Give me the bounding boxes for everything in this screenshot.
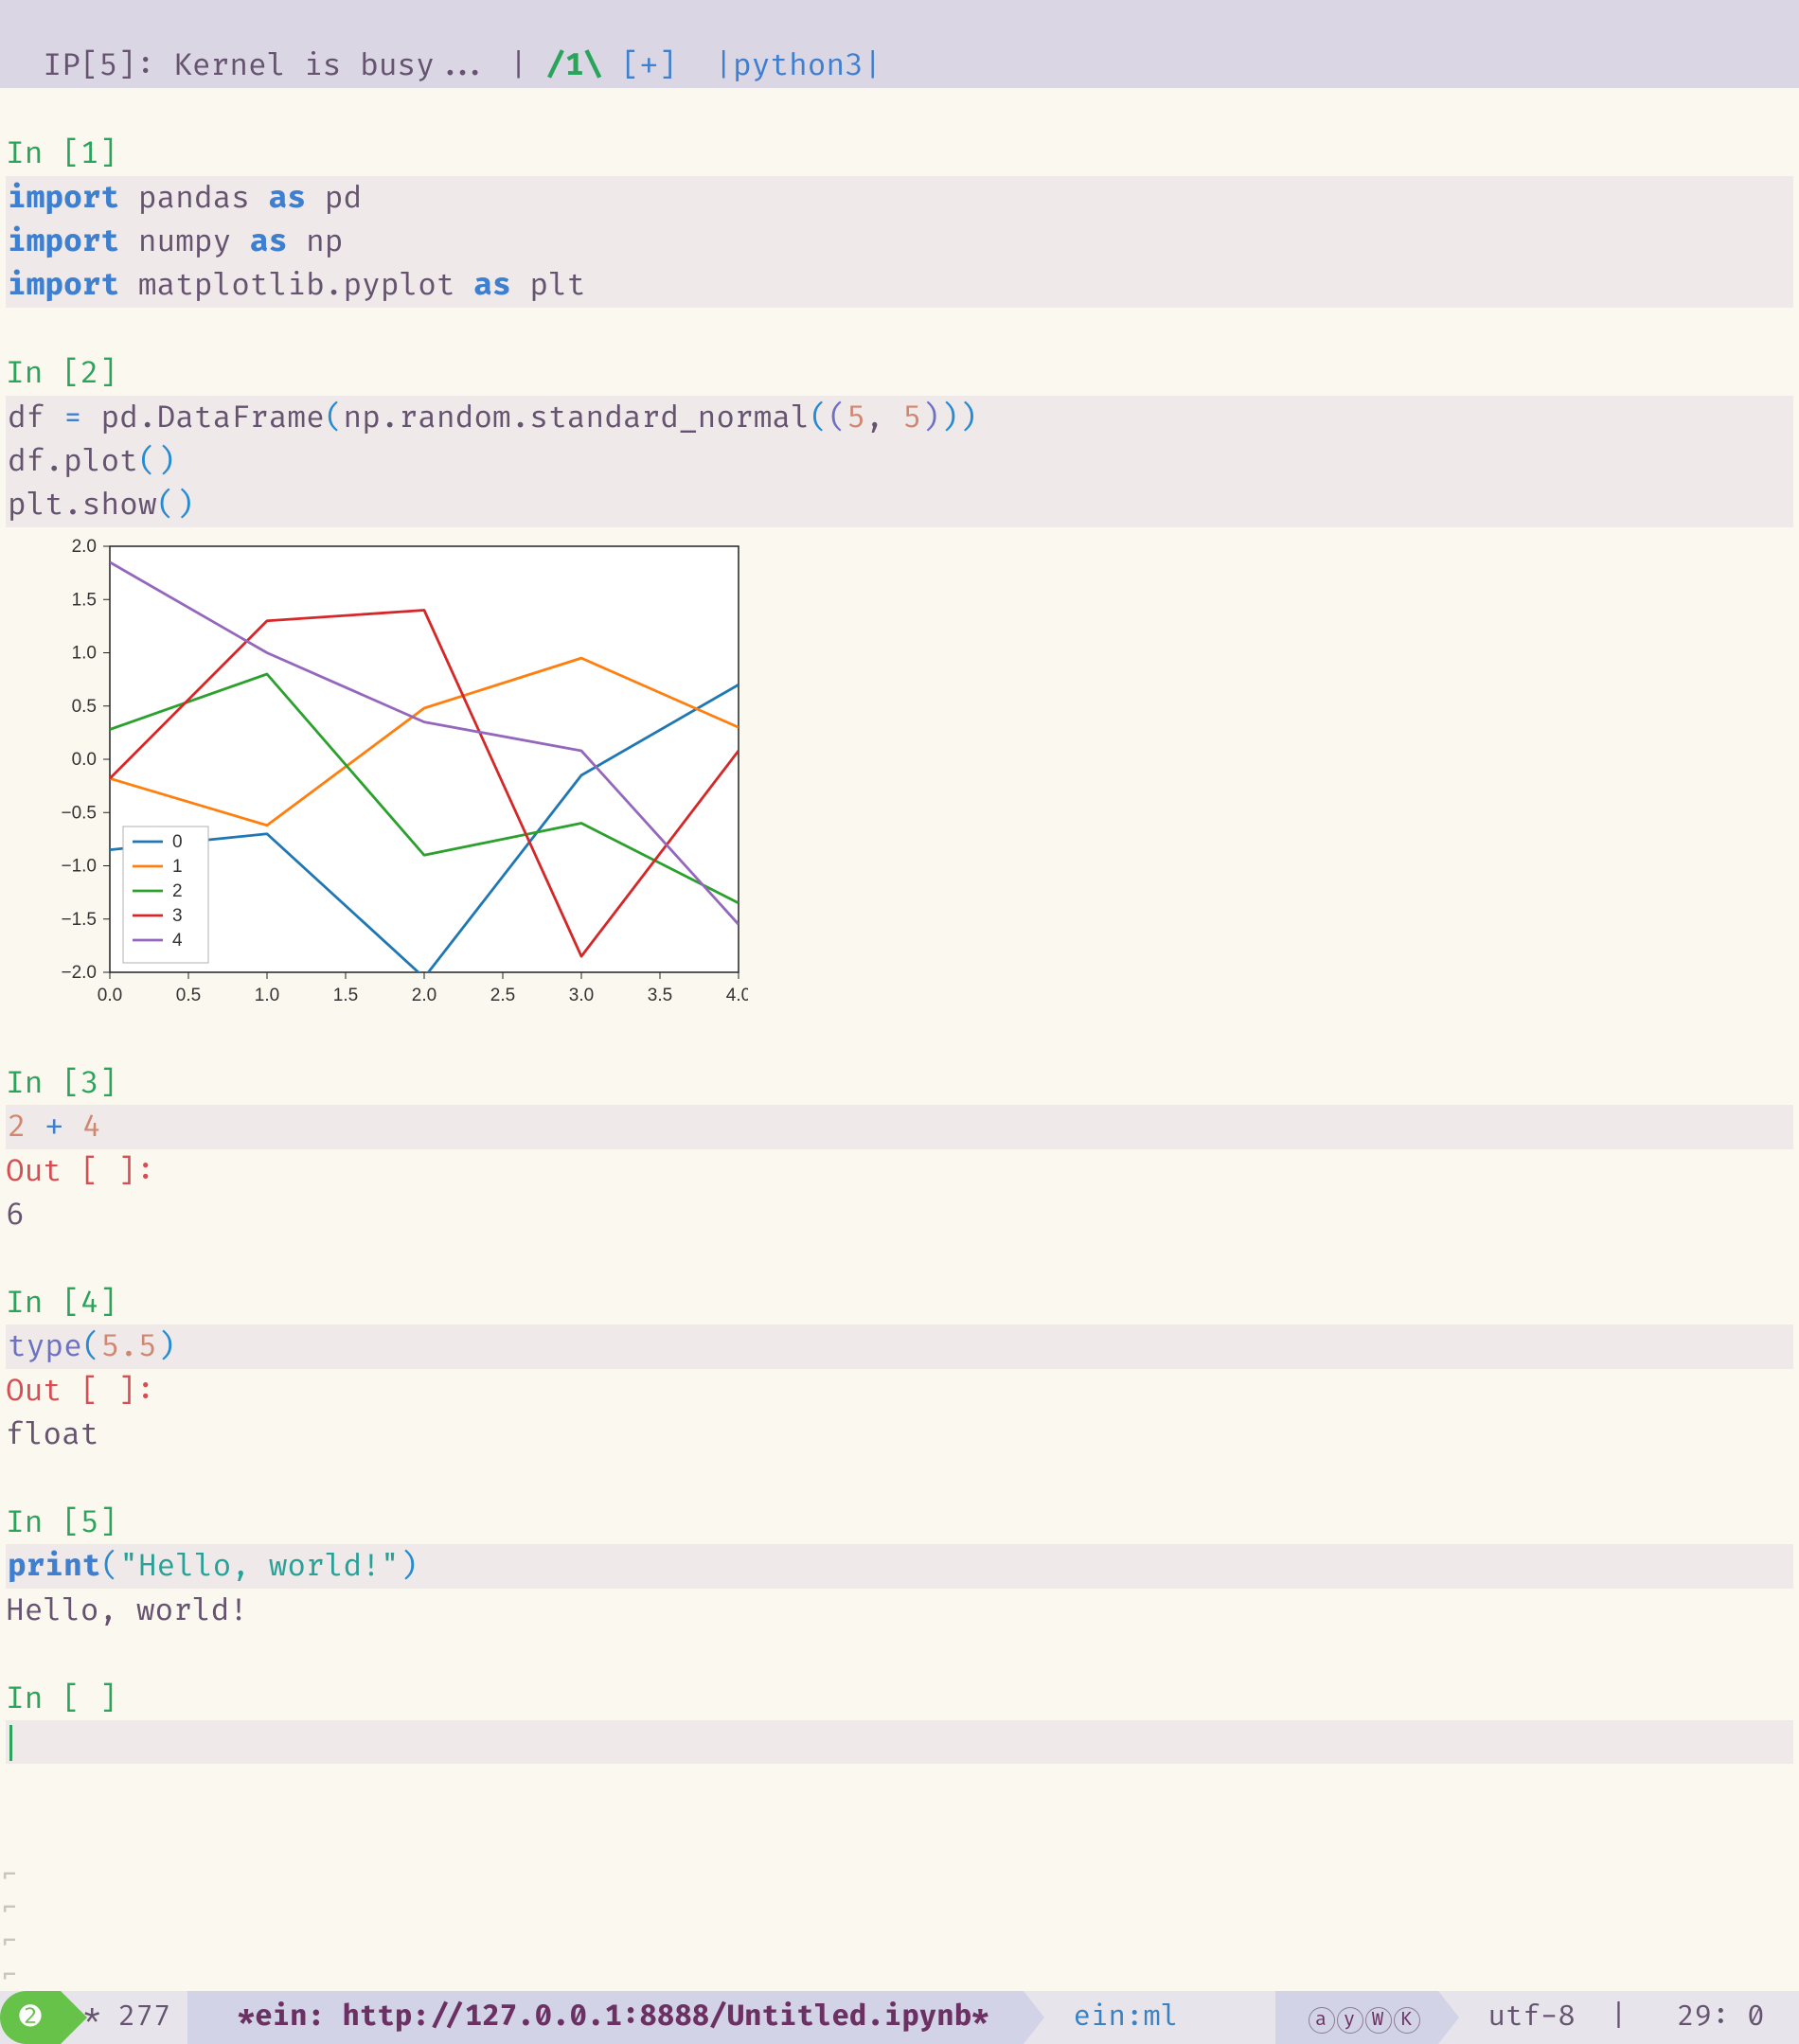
in-prompt: In [5] (6, 1501, 1793, 1544)
code-line[interactable]: import matplotlib.pyplot as plt (6, 263, 1793, 307)
blank-line (6, 1764, 1793, 1807)
svg-text:−2.0: −2.0 (61, 963, 97, 983)
svg-text:2.0: 2.0 (412, 986, 436, 1005)
tab-new[interactable]: [+] (602, 46, 695, 84)
major-mode: ein:ml (1024, 1991, 1213, 2044)
header-bar: IP[5]: Kernel is busy... | /1\ [+] |pyth… (0, 0, 1799, 88)
blank-line (6, 1237, 1793, 1281)
buffer-title: *ein: http://127.0.0.1:8888/Untitled.ipy… (187, 1991, 1024, 2044)
code-line[interactable]: df = pd.DataFrame(np.random.standard_nor… (6, 396, 1793, 439)
buffer-end-marker: ⌐ (0, 1891, 1799, 1924)
code-line[interactable]: import pandas as pd (6, 176, 1793, 220)
buffer-end-marker: ⌐ (0, 1924, 1799, 1957)
modified-indicator: * 277 (51, 1991, 187, 2044)
blank-line (6, 1808, 1793, 1852)
blank-line (6, 308, 1793, 351)
modeline: ➋ * 277 *ein: http://127.0.0.1:8888/Unti… (0, 1991, 1799, 2044)
svg-text:1: 1 (172, 857, 183, 877)
code-line[interactable]: 2 + 4 (6, 1105, 1793, 1148)
encoding: utf-8 (1438, 1991, 1610, 2044)
notebook-body[interactable]: In [1]import pandas as pdimport numpy as… (0, 88, 1799, 1857)
out-text: 6 (6, 1193, 1793, 1236)
buffer-end-marker: ⌐ (0, 1958, 1799, 1991)
svg-text:3.5: 3.5 (648, 986, 672, 1005)
svg-text:0: 0 (172, 832, 183, 852)
code-line[interactable] (6, 1720, 1793, 1764)
blank-line (6, 1457, 1793, 1501)
svg-text:2.5: 2.5 (490, 986, 515, 1005)
code-line[interactable]: print("Hello, world!") (6, 1544, 1793, 1588)
code-line[interactable]: plt.show() (6, 483, 1793, 526)
svg-text:3.0: 3.0 (569, 986, 594, 1005)
blank-line (6, 1018, 1793, 1061)
buffer-end-marker: ⌐ (0, 1857, 1799, 1891)
svg-text:1.0: 1.0 (255, 986, 279, 1005)
out-text: Hello, world! (6, 1589, 1793, 1632)
in-prompt: In [3] (6, 1061, 1793, 1105)
end-of-buffer-tildes: ⌐⌐⌐⌐ (0, 1857, 1799, 1991)
code-line[interactable]: import numpy as np (6, 220, 1793, 263)
tab-current[interactable]: /1\ (546, 46, 602, 84)
svg-text:2: 2 (172, 881, 183, 901)
svg-text:1.0: 1.0 (72, 643, 97, 663)
line-chart: 0.0 0.5 1.0 1.5 2.0 2.5 3.0 3.5 4.0 −2.0 −1.5 −1.0 −… (28, 533, 1793, 1016)
svg-text:3: 3 (172, 906, 183, 926)
in-prompt: In [4] (6, 1281, 1793, 1324)
minor-mode-letters: ayWK (1275, 1991, 1438, 2044)
svg-text:4: 4 (172, 931, 183, 951)
blank-line (6, 88, 1793, 132)
kernel-status: IP[5]: Kernel is busy... | (43, 46, 546, 84)
svg-text:2.0: 2.0 (72, 537, 97, 557)
svg-text:0.0: 0.0 (72, 750, 97, 770)
cursor-position: 29: 0 (1628, 1991, 1799, 2044)
out-text: float (6, 1413, 1793, 1456)
svg-text:−0.5: −0.5 (61, 803, 97, 823)
svg-text:1.5: 1.5 (333, 986, 358, 1005)
kernel-name: |python3| (696, 46, 882, 84)
code-line[interactable]: type(5.5) (6, 1324, 1793, 1368)
svg-text:0.0: 0.0 (98, 986, 122, 1005)
svg-text:1.5: 1.5 (72, 590, 97, 610)
in-prompt: In [ ] (6, 1677, 1793, 1720)
out-prompt: Out [ ]: (6, 1149, 1793, 1193)
code-line[interactable]: df.plot() (6, 439, 1793, 483)
inline-plot: 0.0 0.5 1.0 1.5 2.0 2.5 3.0 3.5 4.0 −2.0 −1.5 −1.0 −… (28, 533, 1793, 1016)
blank-line (6, 1632, 1793, 1676)
svg-text:4.0: 4.0 (726, 986, 748, 1005)
modeline-separator: | (1610, 1997, 1627, 2038)
out-prompt: Out [ ]: (6, 1369, 1793, 1413)
in-prompt: In [2] (6, 351, 1793, 395)
svg-text:−1.0: −1.0 (61, 856, 97, 876)
svg-text:−1.5: −1.5 (61, 909, 97, 929)
svg-text:0.5: 0.5 (176, 986, 201, 1005)
text-cursor (9, 1725, 12, 1761)
in-prompt: In [1] (6, 132, 1793, 175)
svg-text:0.5: 0.5 (72, 696, 97, 716)
